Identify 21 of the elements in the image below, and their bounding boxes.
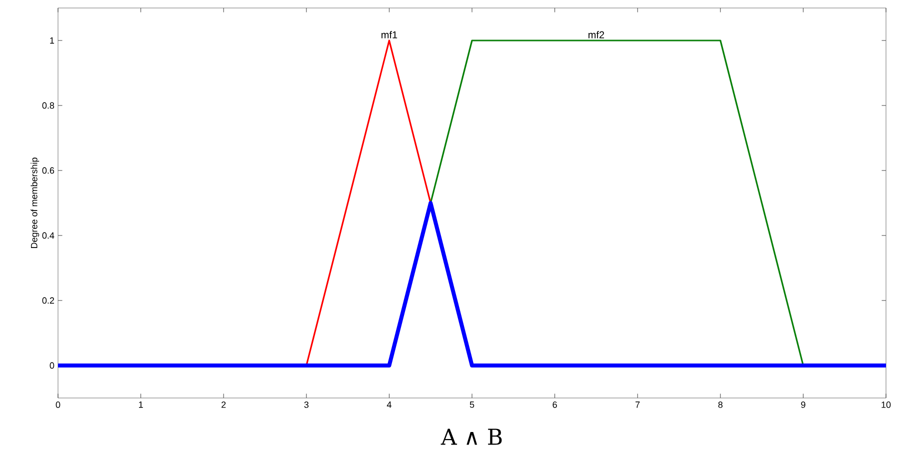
- x-tick-label: 7: [636, 402, 640, 408]
- x-tick-label: 4: [386, 402, 392, 408]
- x-tick-label: 2: [222, 402, 226, 408]
- y-tick-label: 0.8: [42, 102, 54, 109]
- y-tick-label: 0.6: [42, 167, 54, 174]
- annotation: mf2: [588, 31, 604, 38]
- x-tick-label: 0: [56, 402, 60, 408]
- x-tick-label: 1: [138, 402, 143, 408]
- y-tick-label: 0: [50, 362, 54, 369]
- annotation: mf1: [382, 31, 398, 38]
- x-tick-label: 10: [882, 402, 891, 408]
- x-tick-label: 9: [801, 402, 806, 408]
- x-axis-title: A ∧ B: [440, 428, 502, 445]
- y-tick-label: 1: [50, 37, 54, 44]
- x-tick-label: 8: [718, 402, 723, 408]
- x-tick-label: 6: [552, 402, 557, 408]
- x-tick-label: 3: [304, 402, 309, 408]
- y-tick-label: 0.4: [42, 232, 54, 239]
- x-tick-label: 5: [470, 402, 474, 408]
- y-tick-label: 0.2: [42, 297, 54, 304]
- y-axis-title: Degree of membership: [30, 158, 40, 248]
